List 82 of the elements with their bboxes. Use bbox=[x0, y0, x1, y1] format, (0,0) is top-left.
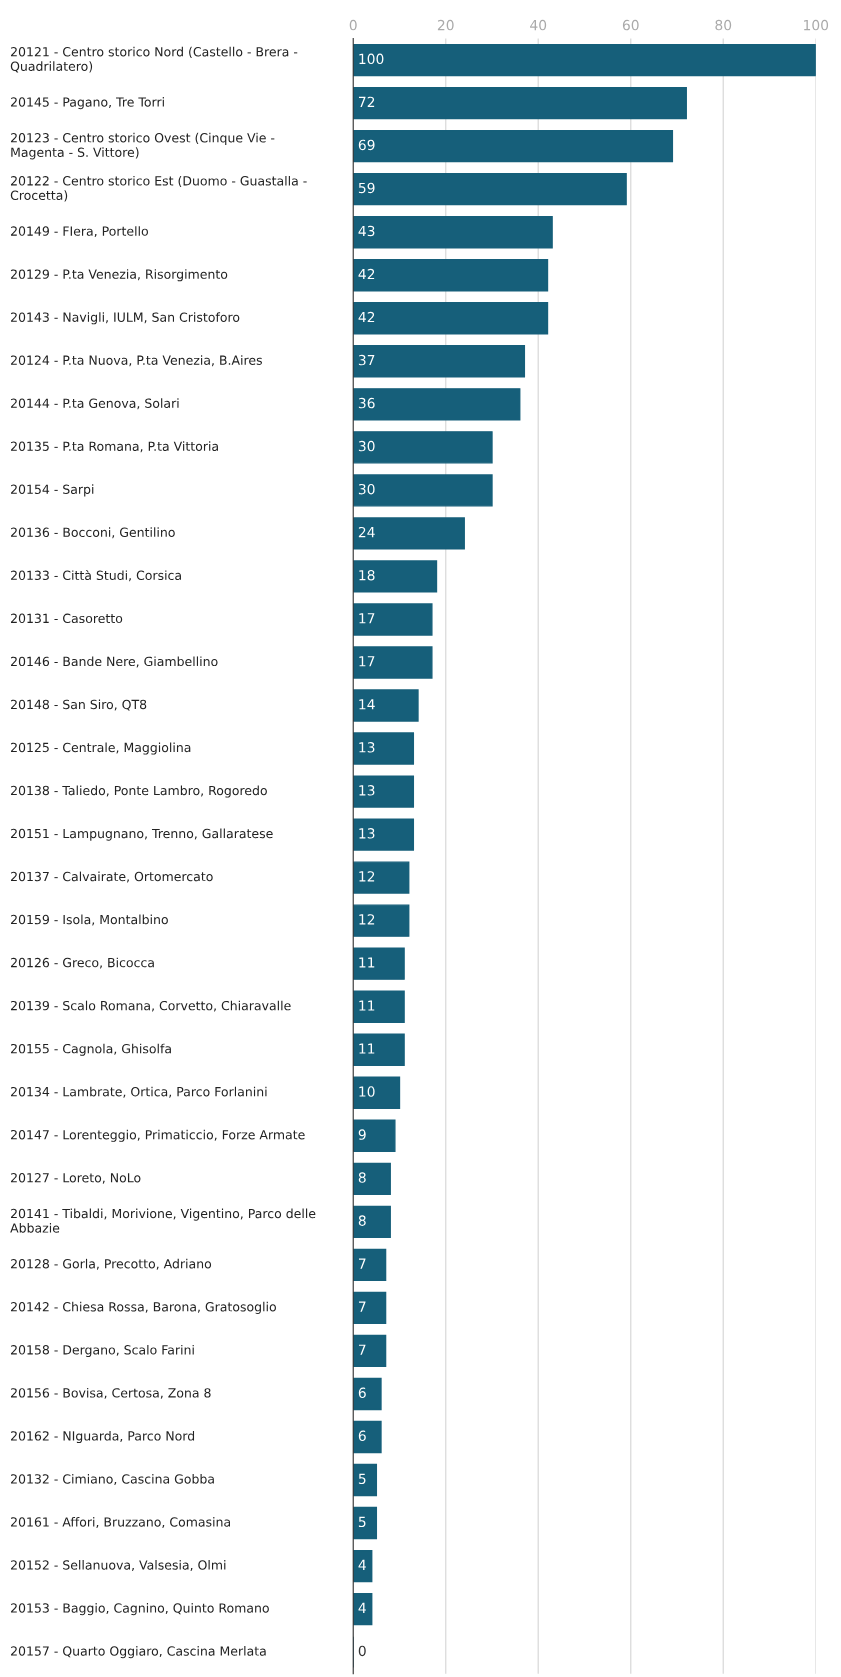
data-label: 10 bbox=[359, 1086, 375, 1097]
data-label: 5 bbox=[358, 1473, 366, 1485]
data-label: 69 bbox=[358, 139, 375, 151]
data-label: 0 bbox=[358, 1645, 366, 1657]
data-label: 12 bbox=[359, 871, 375, 882]
data-label: 8 bbox=[358, 1215, 366, 1226]
y-tick-label: 20125 - Centrale, Maggiolina bbox=[11, 742, 191, 755]
y-tick-label: 20133 - Città Studi, Corsica bbox=[11, 569, 181, 582]
data-label: 7 bbox=[358, 1344, 366, 1355]
x-tick-label: 80 bbox=[715, 19, 732, 31]
y-tick-label: 20161 - Affori, Bruzzano, Comasina bbox=[11, 1517, 230, 1528]
data-label: 12 bbox=[359, 914, 375, 925]
y-tick-label: 20136 - Bocconi, Gentilino bbox=[11, 527, 175, 539]
y-tick-label: 20138 - Taliedo, Ponte Lambro, Rogoredo bbox=[11, 785, 267, 798]
data-label: 42 bbox=[358, 311, 375, 323]
y-tick-label: 20134 - Lambrate, Ortica, Parco Forlanini bbox=[11, 1086, 267, 1098]
data-label: 11 bbox=[359, 1000, 375, 1011]
x-tick-label: 20 bbox=[437, 19, 454, 31]
y-tick-label: 20157 - Quarto Oggiaro, Cascina Merlata bbox=[11, 1646, 266, 1659]
data-label: 59 bbox=[358, 182, 375, 194]
data-label: 7 bbox=[358, 1301, 366, 1312]
data-label: 6 bbox=[358, 1387, 366, 1398]
data-label: 13 bbox=[359, 828, 375, 839]
y-tick-label: 20148 - San Siro, QT8 bbox=[11, 699, 147, 711]
y-tick-label: 20142 - Chiesa Rossa, Barona, Gratosoglio bbox=[11, 1301, 276, 1314]
y-tick-label: 20124 - P.ta Nuova, P.ta Venezia, B.Aires bbox=[11, 355, 262, 367]
y-tick-label: 20121 - Centro storico Nord (Castello - Brera - Quadrilatero) bbox=[10, 46, 298, 73]
data-label: 7 bbox=[358, 1258, 366, 1269]
data-label: 30 bbox=[358, 483, 375, 495]
data-label: 100 bbox=[359, 53, 384, 65]
y-tick-label: 20141 - Tibaldi, Morivione, Vigentino, Parco delle Abbazie bbox=[10, 1208, 316, 1233]
y-tick-label: 20151 - Lampugnano, Trenno, Gallaratese bbox=[11, 828, 273, 841]
y-tick-label: 20131 - Casoretto bbox=[11, 613, 123, 624]
y-tick-label: 20122 - Centro storico Est (Duomo - Guastalla - Crocetta) bbox=[10, 175, 307, 202]
y-tick-label: 20158 - Dergano, Scalo Farini bbox=[11, 1344, 194, 1357]
data-label: 24 bbox=[358, 526, 375, 538]
data-label: 36 bbox=[358, 397, 375, 409]
y-tick-label: 20144 - P.ta Genova, Solari bbox=[11, 398, 179, 410]
data-label: 13 bbox=[359, 742, 375, 753]
y-tick-label: 20128 - Gorla, Precotto, Adriano bbox=[11, 1258, 212, 1270]
y-tick-label: 20162 - NIguarda, Parco Nord bbox=[11, 1430, 195, 1444]
data-label: 4 bbox=[358, 1602, 366, 1613]
y-tick-label: 20146 - Bande Nere, Giambellino bbox=[11, 656, 218, 668]
data-label: 42 bbox=[358, 268, 375, 280]
data-label: 6 bbox=[358, 1430, 366, 1442]
y-tick-label: 20147 - Lorenteggio, Primaticcio, Forze Armate bbox=[11, 1129, 305, 1142]
x-tick-label: 40 bbox=[530, 19, 547, 31]
data-label: 37 bbox=[358, 354, 375, 366]
x-tick-label: 0 bbox=[349, 19, 357, 31]
y-tick-label: 20135 - P.ta Romana, P.ta Vittoria bbox=[11, 441, 218, 453]
data-label: 72 bbox=[358, 96, 375, 107]
data-label: 30 bbox=[358, 440, 375, 452]
y-tick-label: 20127 - Loreto, NoLo bbox=[11, 1172, 141, 1184]
y-tick-label: 20159 - Isola, Montalbino bbox=[11, 914, 168, 926]
data-label: 11 bbox=[359, 1043, 375, 1054]
y-tick-label: 20152 - Sellanuova, Valsesia, Olmi bbox=[11, 1560, 226, 1571]
y-tick-label: 20139 - Scalo Romana, Corvetto, Chiaravalle bbox=[11, 1000, 291, 1012]
data-label: 43 bbox=[358, 225, 375, 237]
y-tick-label: 20156 - Bovisa, Certosa, Zona 8 bbox=[11, 1387, 211, 1399]
x-tick-label: 100 bbox=[804, 19, 829, 31]
data-label: 11 bbox=[359, 957, 375, 968]
data-label: 4 bbox=[358, 1559, 366, 1570]
x-tick-label: 60 bbox=[622, 19, 639, 31]
y-tick-label: 20143 - Navigli, IULM, San Cristoforo bbox=[11, 312, 240, 325]
data-label: 8 bbox=[358, 1172, 366, 1183]
data-label: 18 bbox=[359, 569, 375, 581]
y-tick-label: 20154 - Sarpi bbox=[11, 484, 94, 497]
y-tick-label: 20153 - Baggio, Cagnino, Quinto Romano bbox=[11, 1603, 269, 1616]
y-tick-label: 20137 - Calvairate, Ortomercato bbox=[11, 871, 213, 883]
y-tick-label: 20155 - Cagnola, Ghisolfa bbox=[11, 1043, 171, 1056]
data-label: 13 bbox=[359, 785, 375, 796]
y-tick-label: 20129 - P.ta Venezia, Risorgimento bbox=[11, 269, 228, 282]
y-tick-label: 20145 - Pagano, Tre Torri bbox=[11, 97, 164, 110]
data-label: 17 bbox=[359, 613, 375, 624]
y-tick-label: 20132 - Cimiano, Cascina Gobba bbox=[11, 1473, 214, 1485]
data-label: 5 bbox=[358, 1516, 366, 1528]
y-tick-label: 20123 - Centro storico Ovest (Cinque Vie - Magenta - S. Vittore) bbox=[11, 132, 275, 160]
data-label: 9 bbox=[358, 1129, 366, 1140]
data-label: 14 bbox=[359, 699, 375, 710]
data-label: 17 bbox=[359, 656, 375, 667]
y-tick-label: 20149 - FIera, Portello bbox=[11, 226, 148, 238]
y-tick-label: 20126 - Greco, Bicocca bbox=[11, 957, 154, 969]
